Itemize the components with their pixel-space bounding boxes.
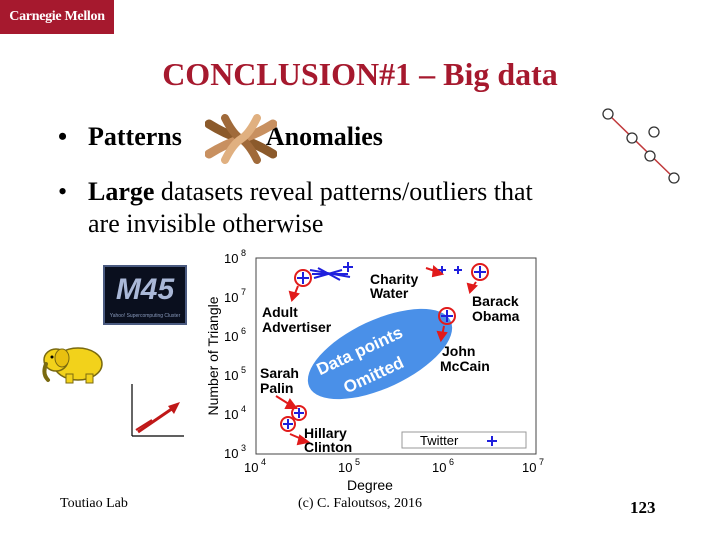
m45-subtitle: Yahoo! Supercomputing Cluster: [109, 313, 181, 319]
y-tick-exp: 5: [241, 365, 246, 375]
y-tick-exp: 4: [241, 404, 246, 414]
label-water: Water: [370, 285, 409, 301]
bullet-large-datasets: • Large datasets reveal patterns/outliers…: [58, 176, 658, 240]
label-clinton: Clinton: [304, 439, 352, 455]
bullet2-line1: datasets reveal patterns/outliers that: [154, 177, 533, 206]
label-adult: Adult: [262, 304, 298, 320]
correlation-arrows-figure: [131, 384, 184, 437]
omitted-region: Data points Omitted: [307, 308, 453, 400]
y-tick-exp: 6: [241, 326, 246, 336]
y-tick-label: 10: [224, 446, 238, 461]
y-tick-exp: 7: [241, 287, 246, 297]
legend-label: Twitter: [420, 433, 459, 448]
x-axis-label: Degree: [347, 477, 393, 493]
y-tick-exp: 3: [241, 443, 246, 453]
m45-cluster-image: M45 Yahoo! Supercomputing Cluster: [103, 265, 187, 325]
label-barack: Barack: [472, 293, 519, 309]
slide-title: CONCLUSION#1 – Big data: [162, 56, 558, 92]
label-john: John: [442, 343, 475, 359]
x-tick-exp: 7: [539, 457, 544, 467]
annotation-labels: Charity Water Barack Obama Adult Adverti…: [260, 271, 520, 455]
cmu-logo: Carnegie Mellon: [0, 0, 114, 34]
label-advertiser: Advertiser: [262, 319, 332, 335]
m45-text: M45: [115, 273, 175, 306]
bullet-patterns-anomalies: • Patterns Anomalies: [58, 122, 383, 152]
x-tick-label: 10: [432, 460, 446, 475]
large-word: Large: [88, 177, 155, 206]
twitter-points: [309, 262, 462, 281]
footer-left-text: Toutiao Lab: [60, 496, 128, 511]
label-charity: Charity: [370, 271, 418, 287]
y-tick-label: 10: [224, 251, 238, 266]
x-tick-exp: 6: [449, 457, 454, 467]
anomaly-points: [283, 266, 486, 429]
bullet-dot: •: [58, 177, 68, 206]
label-mccain: McCain: [440, 358, 490, 374]
bullet-dot: •: [58, 122, 68, 151]
y-tick-label: 10: [224, 329, 238, 344]
patterns-label: Patterns: [88, 122, 182, 151]
anomalies-label: Anomalies: [265, 122, 383, 151]
x-tick-labels: 10 4 10 5 10 6 10 7: [244, 457, 544, 475]
legend-marker: [487, 436, 497, 446]
hadoop-elephant-icon: [42, 347, 103, 384]
y-tick-labels: 10 8 10 7 10 6 10 5 10 4 10 3: [224, 248, 246, 461]
y-tick-label: 10: [224, 368, 238, 383]
footer-copyright: (c) C. Faloutsos, 2016: [298, 496, 423, 511]
chart-legend: Twitter: [401, 431, 527, 449]
label-obama: Obama: [472, 308, 520, 324]
label-hillary: Hillary: [304, 425, 347, 441]
page-number: 123: [630, 498, 656, 517]
degree-triangle-scatter-plot: 10 8 10 7 10 6 10 5 10 4 10 3 10 4 10 5 10 6 10 7 …: [205, 248, 544, 493]
interlocked-hands-icon: [205, 114, 277, 164]
label-sarah: Sarah: [260, 365, 299, 381]
label-palin: Palin: [260, 380, 293, 396]
bullet2-line2: are invisible otherwise: [88, 209, 324, 238]
x-tick-exp: 4: [261, 457, 266, 467]
chain-of-circles-icon: [602, 108, 680, 184]
y-axis-label: Number of Triangle: [205, 296, 221, 415]
annotation-arrows: [275, 264, 478, 446]
x-tick-label: 10: [522, 460, 536, 475]
x-tick-label: 10: [244, 460, 258, 475]
x-tick-exp: 5: [355, 457, 360, 467]
x-tick-label: 10: [338, 460, 352, 475]
y-tick-label: 10: [224, 290, 238, 305]
y-tick-label: 10: [224, 407, 238, 422]
anomaly-markers: [280, 263, 489, 432]
y-tick-exp: 8: [241, 248, 246, 258]
